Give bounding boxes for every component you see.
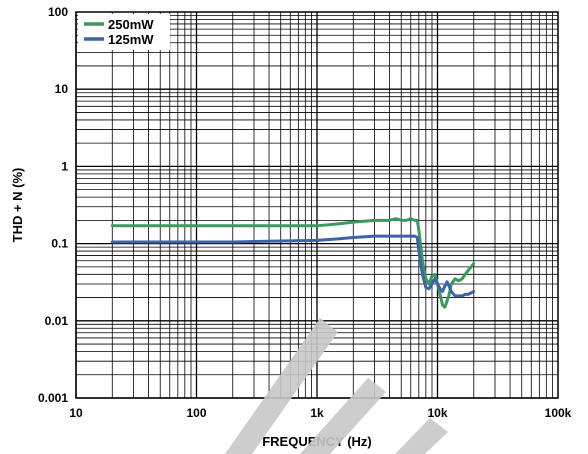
y-tick-label: 0.001 bbox=[38, 391, 68, 405]
watermark-stroke-2 bbox=[300, 378, 386, 454]
series-line-125mW bbox=[110, 234, 476, 298]
y-tick-label: 0.01 bbox=[45, 314, 69, 328]
x-tick-label: 10 bbox=[69, 406, 83, 420]
x-tick-label: 10k bbox=[427, 406, 447, 420]
series-line-250mW bbox=[110, 217, 476, 309]
grid bbox=[75, 12, 558, 399]
legend-entry: 250mW bbox=[108, 17, 154, 32]
y-tick-label: 1 bbox=[61, 159, 68, 173]
x-tick-label: 100k bbox=[545, 406, 572, 420]
watermark-stroke-1 bbox=[225, 318, 338, 454]
y-tick-label: 10 bbox=[55, 82, 69, 96]
x-tick-label: 1k bbox=[310, 406, 324, 420]
watermark-stroke-3 bbox=[395, 418, 448, 454]
y-axis-label: THD + N (%) bbox=[10, 168, 25, 243]
legend-entry: 125mW bbox=[108, 32, 154, 47]
plot-frame bbox=[75, 11, 559, 399]
watermark bbox=[225, 318, 448, 454]
y-tick-label: 100 bbox=[48, 5, 68, 19]
tick-labels: 10 100 1k 10k 100k 0.001 0.01 0.1 1 10 100 bbox=[38, 5, 572, 420]
y-tick-label: 0.1 bbox=[51, 237, 68, 251]
series-lines bbox=[110, 217, 476, 309]
legend-background bbox=[78, 14, 170, 50]
x-tick-label: 100 bbox=[186, 406, 206, 420]
